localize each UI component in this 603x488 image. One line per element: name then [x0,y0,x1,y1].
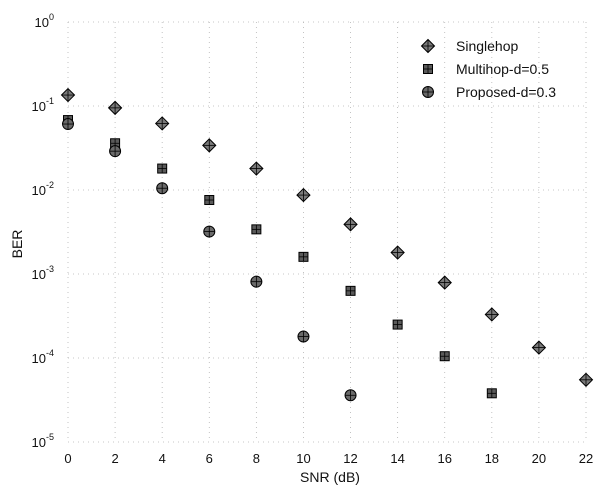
data-point-proposed-d-0-3 [156,182,169,195]
data-point-singlehop [578,372,594,388]
x-tick-label: 18 [485,451,499,466]
legend-label-proposed-d-0-3: Proposed-d=0.3 [456,84,556,100]
data-point-multihop-d-0-5 [392,319,403,330]
data-point-multihop-d-0-5 [251,224,262,235]
data-point-singlehop [437,275,452,290]
data-point-proposed-d-0-3 [297,330,310,343]
y-tick-label: 100 [35,12,54,30]
data-point-singlehop [484,307,500,322]
y-tick-label: 10-1 [32,96,54,114]
legend-marker-proposed-d-0-3 [422,86,434,98]
legend-marker-singlehop [420,38,436,54]
axis-layer: 0 2 4 6 8 10 12 14 16 18 20 22 100 10-1 10-2 10-3 10-4 10… [32,12,594,466]
data-point-singlehop [343,217,358,232]
x-tick-label: 4 [159,451,166,466]
y-tick-label: 10-4 [32,348,54,366]
x-tick-label: 8 [253,451,260,466]
x-tick-label: 2 [111,451,118,466]
legend-marker-multihop-d-0-5 [423,64,433,74]
legend-label-singlehop: Singlehop [456,38,518,54]
y-axis-label: BER [9,230,25,259]
data-point-singlehop [531,340,547,355]
data-point-singlehop [202,138,217,153]
x-axis-label: SNR (dB) [300,469,360,485]
data-layer [60,87,594,402]
data-point-singlehop [249,161,264,176]
data-point-multihop-d-0-5 [439,351,450,362]
y-tick-label: 10-3 [32,264,54,282]
data-point-multihop-d-0-5 [298,251,309,262]
x-tick-label: 20 [532,451,546,466]
data-point-proposed-d-0-3 [203,225,216,238]
x-tick-label: 12 [343,451,357,466]
data-point-proposed-d-0-3 [109,145,122,158]
data-point-multihop-d-0-5 [345,285,356,296]
data-point-singlehop [154,116,170,131]
data-point-proposed-d-0-3 [62,118,74,131]
x-tick-label: 22 [579,451,593,466]
legend: Singlehop Multihop-d=0.5 Proposed-d=0.3 [420,38,556,100]
data-point-multihop-d-0-5 [204,195,215,206]
y-tick-label: 10-5 [32,432,54,450]
data-point-singlehop [60,87,76,103]
data-point-singlehop [390,245,405,260]
x-tick-label: 6 [206,451,213,466]
data-point-singlehop [296,187,311,203]
data-point-proposed-d-0-3 [344,389,357,402]
legend-label-multihop-d-0-5: Multihop-d=0.5 [456,61,549,77]
data-point-multihop-d-0-5 [486,388,497,399]
data-point-proposed-d-0-3 [250,275,263,288]
x-tick-label: 16 [437,451,451,466]
x-tick-label: 0 [64,451,71,466]
data-point-multihop-d-0-5 [157,163,168,174]
y-tick-label: 10-2 [32,180,54,198]
x-tick-label: 14 [390,451,404,466]
x-tick-label: 10 [296,451,310,466]
data-point-singlehop [107,100,123,116]
